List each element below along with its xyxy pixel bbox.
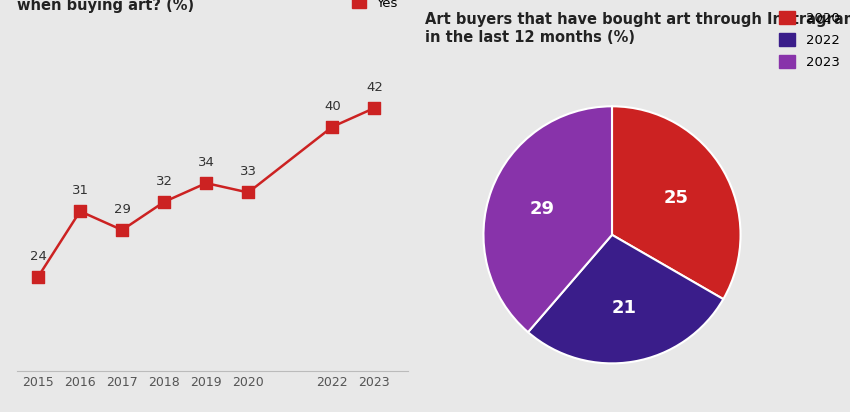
Legend: Yes: Yes bbox=[348, 0, 401, 14]
Text: 29: 29 bbox=[114, 203, 131, 216]
Point bbox=[326, 124, 339, 130]
Point bbox=[241, 189, 255, 196]
Text: 21: 21 bbox=[612, 300, 637, 317]
Wedge shape bbox=[528, 235, 723, 363]
Point bbox=[31, 274, 45, 280]
Point bbox=[367, 105, 381, 111]
Text: 24: 24 bbox=[30, 250, 47, 263]
Text: 29: 29 bbox=[530, 200, 554, 218]
Text: 42: 42 bbox=[366, 81, 383, 94]
Text: 33: 33 bbox=[240, 166, 257, 178]
Text: 25: 25 bbox=[664, 189, 689, 206]
Point bbox=[116, 227, 129, 233]
Point bbox=[157, 199, 171, 205]
Point bbox=[200, 180, 213, 186]
Text: 40: 40 bbox=[324, 100, 341, 113]
Wedge shape bbox=[484, 106, 612, 332]
Legend: 2020, 2022, 2023: 2020, 2022, 2023 bbox=[775, 7, 843, 73]
Point bbox=[73, 208, 87, 215]
Text: 32: 32 bbox=[156, 175, 173, 188]
Text: Are you influenced by social media activity
when buying art? (%): Are you influenced by social media activ… bbox=[17, 0, 373, 13]
Text: 34: 34 bbox=[198, 156, 215, 169]
Text: 31: 31 bbox=[71, 184, 88, 197]
Text: Art buyers that have bought art through Instragram
in the last 12 months (%): Art buyers that have bought art through … bbox=[425, 12, 850, 45]
Wedge shape bbox=[612, 106, 740, 299]
